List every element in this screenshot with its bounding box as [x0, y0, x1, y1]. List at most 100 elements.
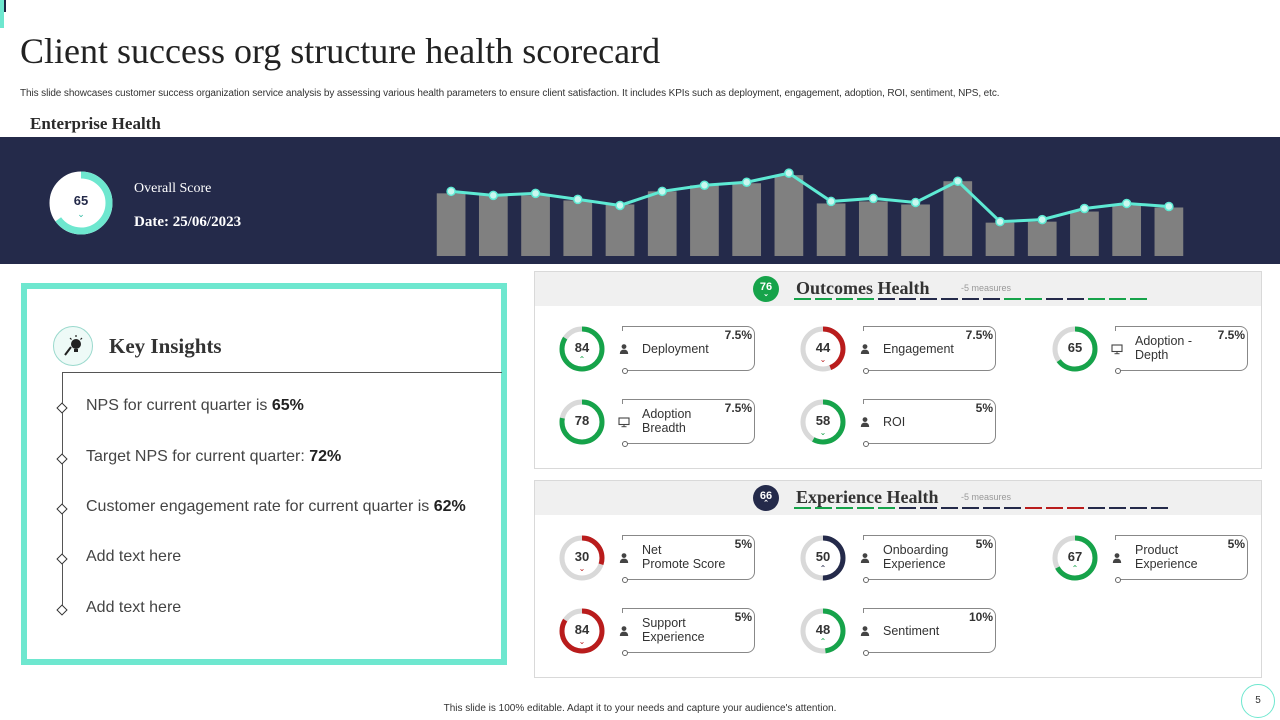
chevron-down-icon: ⌄	[77, 209, 85, 219]
metric-weight: 5%	[975, 537, 993, 551]
experience-measure-dashes	[794, 507, 1168, 510]
measure-dash	[1130, 507, 1147, 509]
metric-label: Onboarding	[883, 543, 949, 557]
user-icon	[859, 415, 871, 427]
measure-dash	[1151, 507, 1168, 509]
metric-label-box	[863, 608, 996, 653]
metric-label-line2: Breadth	[642, 421, 686, 435]
overall-score-arc	[49, 171, 113, 235]
metric-gauge-arc	[800, 535, 846, 581]
metric-score: 65	[1067, 340, 1083, 355]
chart-bar	[901, 204, 930, 256]
overall-score-value: 65	[73, 193, 89, 208]
metric-label-box	[622, 608, 755, 653]
metric-weight: 5%	[734, 537, 752, 551]
measure-dash	[962, 507, 979, 509]
measure-dash	[857, 507, 874, 509]
measure-dash	[1004, 298, 1021, 300]
chevron-up-icon: ⌃	[1071, 564, 1079, 573]
insight-text: NPS for current quarter is	[86, 397, 272, 414]
metric-weight: 7.5%	[724, 328, 752, 342]
metric-gauge-arc	[800, 399, 846, 445]
chart-point	[1079, 203, 1090, 214]
chart-point	[530, 188, 541, 199]
measure-dash	[815, 507, 832, 509]
measure-dash	[1067, 298, 1084, 300]
measure-dash	[1004, 507, 1021, 509]
metric-label-line2: Experience	[642, 630, 705, 644]
metric-label-box	[622, 535, 755, 580]
measure-dash	[920, 507, 937, 509]
metric-weight: 10%	[968, 610, 993, 624]
chevron-up-icon: ⌃	[578, 355, 586, 364]
experience-title: Experience Health	[796, 487, 939, 507]
measure-dash	[1130, 298, 1147, 300]
outcomes-score-badge: 76 ⌄	[753, 276, 779, 302]
metric-gauge	[1052, 535, 1098, 581]
metric-gauge	[1052, 326, 1098, 372]
metric-weight: 5%	[734, 610, 752, 624]
metric-score: 48	[815, 622, 831, 637]
metric-label-line2: Promote Score	[642, 557, 726, 571]
metric-card: 44 ⌄ Engagement 7.5%	[799, 325, 999, 374]
metric-weight: 5%	[975, 401, 993, 415]
metric-label-line2: Experience	[883, 557, 946, 571]
metric-connector	[863, 368, 869, 374]
metric-label: Deployment	[642, 342, 709, 356]
chart-point	[446, 186, 456, 197]
insight-text: Add text here	[86, 599, 182, 616]
metric-score: 30	[574, 549, 590, 564]
metric-gauge	[800, 326, 846, 372]
metric-gauge-arc	[559, 326, 605, 372]
experience-measures: -5 measures	[961, 492, 1012, 502]
key-insights-title: Key Insights	[109, 334, 222, 358]
outcomes-measure-dashes	[794, 298, 1147, 301]
metric-card: 50 ⌃ Onboarding Experience 5%	[799, 534, 999, 583]
metric-score: 44	[815, 340, 831, 355]
user-icon	[859, 624, 871, 636]
overall-score-gauge	[49, 171, 113, 235]
insight-value: 72%	[309, 448, 342, 465]
chart-point	[1121, 198, 1132, 209]
measure-dash	[1046, 298, 1063, 300]
page-title: Client success org structure health scor…	[20, 31, 661, 71]
chart-bar	[563, 200, 593, 256]
measure-dash	[794, 507, 811, 509]
chevron-up-icon: ⌃	[819, 637, 827, 646]
overall-date: Date: 25/06/2023	[134, 214, 242, 230]
metric-card: 84 ⌄ Support Experience 5%	[558, 607, 758, 656]
metric-label: Product	[1135, 543, 1179, 557]
chart-bar	[690, 185, 719, 256]
measure-dash	[836, 507, 853, 509]
experience-health-header	[535, 481, 1261, 515]
chart-point	[1037, 214, 1047, 225]
measure-dash	[983, 507, 1000, 509]
metric-label: Engagement	[883, 342, 954, 356]
chart-point	[615, 200, 625, 211]
corner-accent	[0, 0, 4, 28]
footer-note: This slide is 100% editable. Adapt it to…	[443, 703, 837, 714]
metric-score: 50	[815, 549, 831, 564]
chart-bar	[985, 222, 1015, 256]
metric-card: 65 Adoption - Depth 7.5%	[1051, 325, 1251, 374]
enterprise-health-banner	[0, 137, 1280, 264]
metric-weight: 5%	[1227, 537, 1245, 551]
metric-gauge	[559, 608, 605, 654]
insight-item: Target NPS for current quarter: 72%	[86, 448, 341, 466]
chart-point	[657, 186, 667, 197]
chart-point	[953, 176, 963, 186]
outcomes-score: 76	[759, 281, 773, 293]
metric-weight: 7.5%	[724, 401, 752, 415]
metric-weight: 7.5%	[1217, 328, 1245, 342]
outcomes-measures: -5 measures	[961, 283, 1012, 293]
metric-label: Sentiment	[883, 624, 940, 638]
metric-score: 84	[574, 340, 590, 355]
metric-label-line2: Depth	[1135, 348, 1169, 362]
metric-card: 78 Adoption Breadth 7.5%	[558, 398, 758, 447]
page-number: 5	[1241, 684, 1275, 718]
metric-card: 67 ⌃ Product Experience 5%	[1051, 534, 1251, 583]
chevron-up-icon: ⌃	[819, 564, 827, 573]
measure-dash	[962, 298, 979, 300]
chart-bar	[1154, 207, 1184, 256]
page-subtitle: This slide showcases customer success or…	[20, 88, 1000, 99]
